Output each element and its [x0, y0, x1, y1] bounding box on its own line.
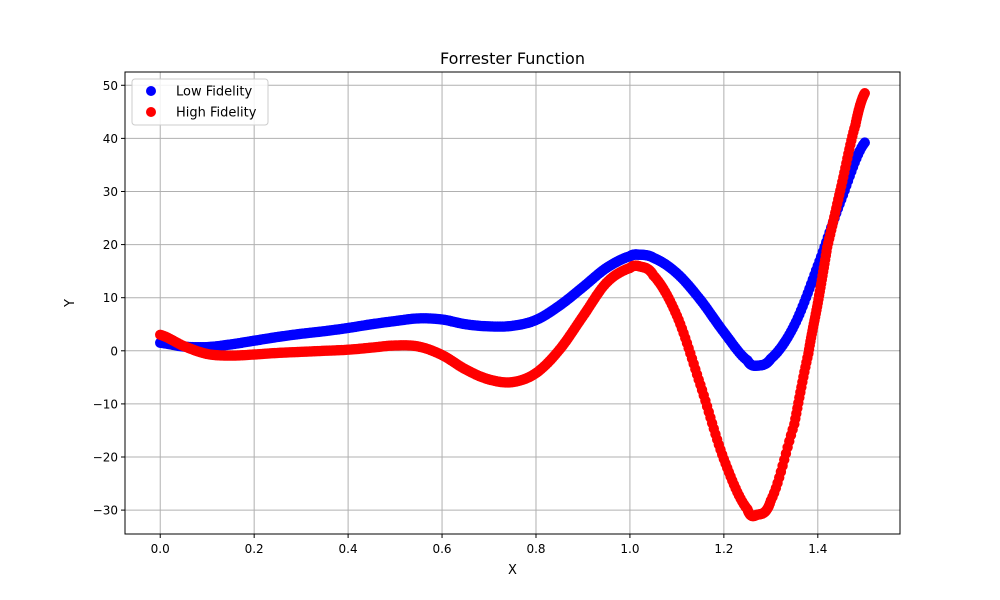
- plot-frame: [124, 71, 901, 535]
- y-tick-label: 50: [103, 79, 118, 93]
- y-tick-label: 30: [103, 185, 118, 199]
- x-tick-label: 0.2: [245, 542, 264, 556]
- x-tick-label: 0.4: [339, 542, 358, 556]
- legend-label-high-fidelity: High Fidelity: [176, 106, 257, 121]
- y-tick-label: −30: [93, 504, 118, 518]
- y-tick-label: 10: [103, 291, 118, 305]
- y-tick-label: −10: [93, 397, 118, 411]
- legend-marker-high-fidelity: [146, 107, 156, 117]
- series-low-fidelity: [155, 137, 870, 371]
- data-point: [859, 88, 870, 99]
- series-high-fidelity: [155, 88, 870, 522]
- chart-title: Forrester Function: [440, 49, 585, 68]
- legend-box: [131, 78, 269, 126]
- y-tick-label: −20: [93, 451, 118, 465]
- y-tick-label: 20: [103, 238, 118, 252]
- y-axis-label: Y: [63, 299, 78, 308]
- series-layer: [155, 88, 870, 522]
- x-tick-label: 1.4: [808, 542, 827, 556]
- x-tick-label: 0.0: [151, 542, 170, 556]
- x-tick-label: 1.2: [714, 542, 733, 556]
- legend: Low Fidelity High Fidelity: [131, 78, 269, 126]
- legend-label-low-fidelity: Low Fidelity: [176, 85, 252, 100]
- ticks: 0.0 0.2 0.4 0.6 0.8 1.0 1.2 1.4 −30 −20 −10 0 10 20 30…: [93, 79, 828, 556]
- data-point: [859, 137, 870, 148]
- x-tick-label: 0.8: [526, 542, 545, 556]
- x-tick-label: 0.6: [432, 542, 451, 556]
- legend-marker-low-fidelity: [146, 86, 156, 96]
- x-tick-label: 1.0: [620, 542, 639, 556]
- y-tick-label: 0: [110, 344, 118, 358]
- grid: [125, 72, 900, 534]
- y-tick-label: 40: [103, 132, 118, 146]
- x-axis-label: X: [508, 563, 517, 578]
